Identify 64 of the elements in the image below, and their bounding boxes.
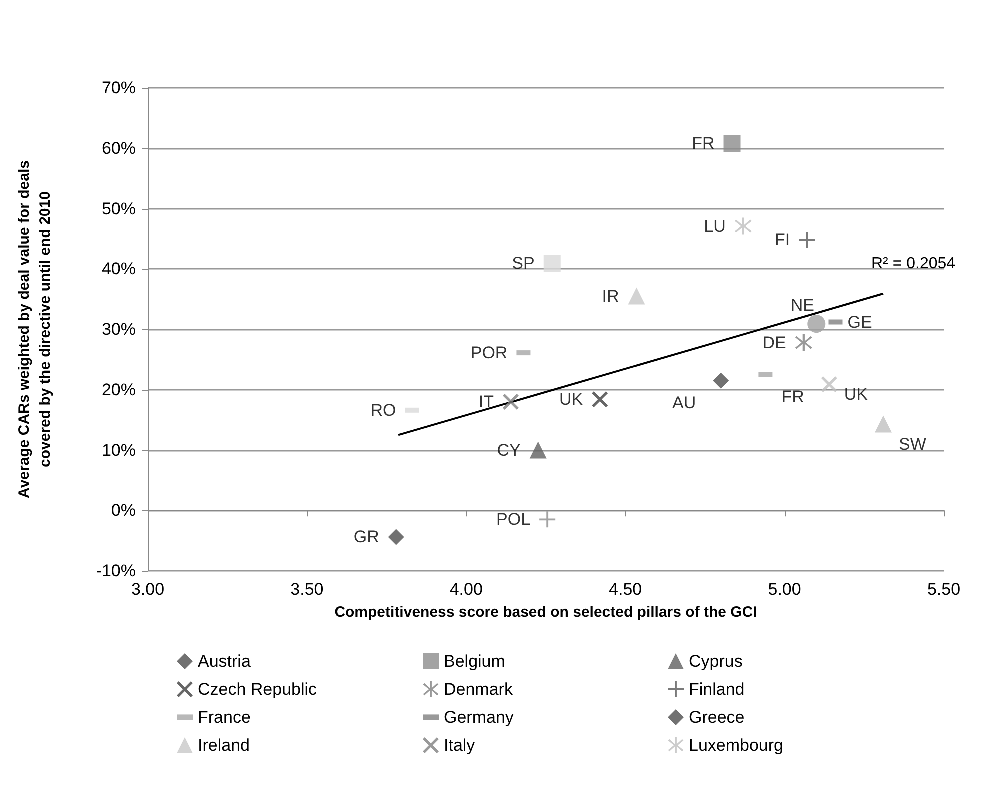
point (592, 392, 608, 408)
data-label: LU (704, 216, 726, 236)
legend-label: Belgium (444, 652, 506, 671)
data-label: NE (790, 296, 814, 316)
data-label: GE (848, 312, 872, 332)
legend-label: Luxembourg (689, 736, 784, 755)
x-axis-title: Competitiveness score based on selected pillars of the GCI (334, 604, 758, 621)
data-label: DE (762, 333, 786, 352)
point (388, 529, 404, 546)
point (544, 255, 561, 272)
x-tick-label: 3.50 (290, 580, 324, 599)
legend-label: Denmark (444, 680, 514, 699)
data-label: FR (692, 134, 715, 154)
legend-label: Greece (689, 708, 745, 727)
data-label: FR (782, 387, 804, 406)
legend-label: Czech Republic (198, 680, 318, 699)
legend-label: Finland (689, 680, 745, 699)
y-tick-label: 70% (102, 78, 136, 98)
y-tick-label: 10% (102, 440, 136, 460)
y-axis-title: Average CARs weighted by deal value for deals covered by the directive until end 2010 (16, 160, 54, 498)
x-tick-label: 4.50 (609, 580, 642, 599)
y-tick-label: 50% (102, 199, 136, 218)
point (540, 512, 556, 528)
point (795, 334, 812, 352)
data-label: POL (496, 510, 531, 530)
point (734, 218, 752, 235)
legend-label: Italy (444, 736, 476, 755)
data-label: FI (774, 230, 790, 250)
point (808, 315, 826, 334)
data-label: POR (470, 344, 508, 363)
x-tick-label: 3.00 (131, 580, 165, 599)
point (530, 442, 547, 459)
data-label: AU (672, 393, 696, 412)
x-tick-label: 4.00 (450, 580, 483, 599)
x-tick-label: 5.50 (927, 580, 961, 599)
data-label: GR (354, 528, 380, 547)
point (724, 135, 741, 152)
annotation: R² = 0.2054 (872, 255, 956, 272)
data-label: CY (497, 440, 521, 460)
data-label: IT (478, 392, 494, 412)
data-label: SW (899, 434, 926, 454)
legend-label: Ireland (198, 736, 250, 755)
point (628, 288, 646, 305)
y-tick-label: 60% (102, 138, 136, 158)
data-label: IR (602, 286, 620, 306)
y-tick-label: 20% (102, 380, 136, 400)
point (502, 394, 519, 410)
legend-label: Germany (444, 708, 514, 727)
data-label: RO (370, 400, 396, 420)
data-label: SP (512, 254, 535, 274)
y-tick-label: 30% (102, 320, 136, 339)
x-tick-label: 5.00 (768, 580, 802, 599)
point (713, 372, 730, 389)
point (821, 376, 838, 392)
y-tick-label: -10% (96, 562, 136, 580)
data-label: UK (560, 390, 584, 410)
data-label: UK (844, 384, 869, 404)
y-tick-label: 40% (102, 260, 136, 279)
point (875, 416, 892, 433)
point (799, 232, 816, 248)
legend-label: Cyprus (689, 652, 743, 671)
legend-label: France (198, 708, 251, 727)
y-tick-label: 0% (111, 501, 136, 520)
legend-label: Austria (198, 652, 252, 671)
